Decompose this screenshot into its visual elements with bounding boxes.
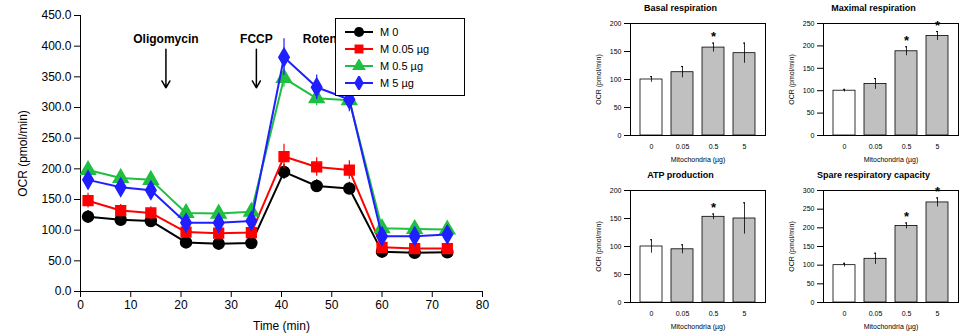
svg-text:30: 30 (225, 298, 239, 312)
svg-text:5: 5 (936, 310, 940, 317)
svg-text:200.0: 200.0 (41, 162, 71, 176)
svg-text:100: 100 (803, 87, 815, 94)
svg-text:50: 50 (325, 298, 339, 312)
svg-text:150: 150 (610, 215, 622, 222)
svg-text:0: 0 (811, 299, 815, 306)
html-text:M 5 µg: M 5 µg (380, 76, 414, 89)
svg-text:OCR (pmol/min): OCR (pmol/min) (788, 54, 796, 105)
svg-text:40: 40 (275, 298, 289, 312)
svg-text:10: 10 (124, 298, 138, 312)
svg-text:Mitochondria (µg): Mitochondria (µg) (671, 323, 726, 331)
svg-text:100: 100 (803, 261, 815, 268)
html-text:Maximal respiration: Maximal respiration (831, 3, 916, 13)
svg-text:OCR (pmol/min): OCR (pmol/min) (595, 54, 603, 105)
svg-text:200: 200 (803, 224, 815, 231)
svg-text:100: 100 (610, 76, 622, 83)
svg-text:Mitochondria (µg): Mitochondria (µg) (671, 156, 726, 164)
svg-text:100.0: 100.0 (41, 223, 71, 237)
svg-text:150: 150 (803, 65, 815, 72)
svg-text:0: 0 (618, 132, 622, 139)
svg-text:20: 20 (174, 298, 188, 312)
svg-text:70: 70 (426, 298, 440, 312)
svg-text:*: * (935, 184, 941, 199)
svg-text:Mitochondria (µg): Mitochondria (µg) (864, 323, 919, 331)
svg-text:150.0: 150.0 (41, 192, 71, 206)
svg-text:0.5: 0.5 (902, 310, 912, 317)
svg-text:100: 100 (610, 243, 622, 250)
svg-text:0.5: 0.5 (709, 143, 719, 150)
svg-text:*: * (935, 18, 941, 33)
html-text:M 0.5 µg: M 0.5 µg (380, 59, 423, 72)
svg-text:50.0: 50.0 (48, 254, 72, 268)
svg-text:450.0: 450.0 (41, 8, 71, 22)
svg-text:150: 150 (610, 48, 622, 55)
svg-text:Time (min): Time (min) (253, 319, 310, 333)
svg-text:0: 0 (77, 298, 84, 312)
html-text:Basal respiration: Basal respiration (644, 3, 717, 13)
html-text:Spare respiratory capacity: Spare respiratory capacity (817, 170, 930, 180)
svg-text:50: 50 (614, 271, 622, 278)
svg-text:0: 0 (843, 310, 847, 317)
svg-text:0.05: 0.05 (676, 310, 690, 317)
svg-text:50: 50 (614, 104, 622, 111)
svg-text:0.5: 0.5 (902, 143, 912, 150)
svg-text:OCR (pmol/min): OCR (pmol/min) (16, 110, 30, 197)
svg-text:FCCP: FCCP (240, 32, 273, 46)
svg-text:0: 0 (650, 310, 654, 317)
svg-text:200: 200 (803, 42, 815, 49)
svg-text:OCR (pmol/min): OCR (pmol/min) (788, 221, 796, 272)
html-text:M 0.05 µg: M 0.05 µg (380, 42, 430, 55)
html-text:M 0: M 0 (380, 25, 399, 38)
svg-text:0.0: 0.0 (55, 284, 72, 298)
svg-text:0.5: 0.5 (709, 310, 719, 317)
svg-text:*: * (711, 200, 717, 215)
svg-text:60: 60 (375, 298, 389, 312)
html-text:ATP production: ATP production (647, 170, 714, 180)
svg-text:5: 5 (743, 310, 747, 317)
svg-text:5: 5 (743, 143, 747, 150)
svg-text:*: * (904, 33, 910, 48)
svg-text:Mitochondria (µg): Mitochondria (µg) (864, 156, 919, 164)
svg-text:80: 80 (476, 298, 490, 312)
svg-text:350.0: 350.0 (41, 70, 71, 84)
svg-text:300.0: 300.0 (41, 100, 71, 114)
svg-text:50: 50 (807, 280, 815, 287)
svg-text:0.05: 0.05 (869, 310, 883, 317)
svg-text:250.0: 250.0 (41, 131, 71, 145)
svg-text:250: 250 (803, 205, 815, 212)
svg-text:*: * (904, 209, 910, 224)
svg-text:0.05: 0.05 (869, 143, 883, 150)
svg-text:0: 0 (811, 132, 815, 139)
svg-text:150: 150 (803, 243, 815, 250)
svg-text:400.0: 400.0 (41, 39, 71, 53)
svg-text:0: 0 (843, 143, 847, 150)
svg-text:250: 250 (803, 20, 815, 27)
svg-text:50: 50 (807, 109, 815, 116)
svg-text:200: 200 (610, 20, 622, 27)
svg-text:*: * (711, 29, 717, 44)
svg-text:5: 5 (936, 143, 940, 150)
svg-text:0.05: 0.05 (676, 143, 690, 150)
svg-text:OCR (pmol/min): OCR (pmol/min) (595, 221, 603, 272)
svg-text:Oligomycin: Oligomycin (133, 32, 198, 46)
svg-text:0: 0 (650, 143, 654, 150)
svg-text:200: 200 (610, 187, 622, 194)
svg-text:0: 0 (618, 299, 622, 306)
svg-text:300: 300 (803, 187, 815, 194)
